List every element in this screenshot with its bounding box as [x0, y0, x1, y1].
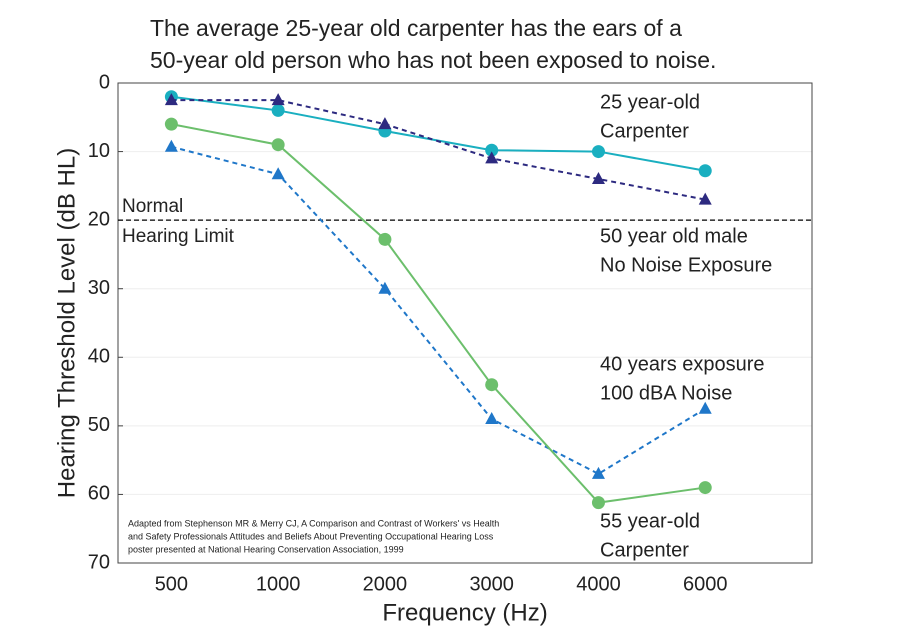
data-point	[164, 139, 178, 152]
reference-label: Hearing Limit	[122, 226, 235, 247]
data-point	[698, 401, 712, 414]
data-point	[485, 412, 499, 424]
x-tick-label: 4000	[576, 573, 621, 595]
x-tick-label: 1000	[256, 573, 301, 595]
y-tick-label: 30	[88, 277, 110, 299]
series-label: 40 years exposure	[600, 353, 765, 375]
data-point	[485, 143, 499, 157]
x-axis-label: Frequency (Hz)	[382, 599, 547, 626]
x-tick-label: 2000	[363, 573, 408, 595]
data-point	[378, 232, 392, 246]
data-point	[164, 117, 178, 131]
data-point	[485, 378, 499, 392]
data-point	[698, 164, 712, 178]
series-line	[171, 123, 706, 504]
data-point	[378, 281, 392, 294]
data-point	[591, 172, 605, 184]
x-tick-label: 500	[155, 573, 188, 595]
chart-title: The average 25-year old carpenter has th…	[150, 15, 682, 41]
note: poster presented at National Hearing Con…	[128, 544, 404, 554]
series-label: 25 year-old	[600, 91, 700, 113]
x-tick-label: 6000	[683, 573, 728, 595]
y-axis-label: Hearing Threshold Level (dB HL)	[53, 148, 80, 498]
data-point	[485, 151, 499, 164]
note: Adapted from Stephenson MR & Merry CJ, A…	[128, 518, 499, 528]
y-tick-label: 0	[99, 71, 110, 93]
series-line	[171, 99, 706, 201]
reference-label: Normal	[122, 196, 183, 217]
data-point	[271, 103, 285, 117]
data-point	[378, 117, 392, 130]
data-point	[698, 481, 712, 495]
data-point	[271, 167, 285, 180]
y-tick-label: 40	[88, 346, 110, 368]
x-tick-label: 3000	[469, 573, 514, 595]
series-line	[171, 145, 706, 476]
series-label: Carpenter	[600, 120, 689, 142]
data-point	[271, 93, 285, 106]
series-label: No Noise Exposure	[600, 254, 772, 276]
plot-frame	[117, 82, 813, 564]
y-tick-label: 60	[88, 483, 110, 505]
data-point	[591, 145, 605, 159]
series-label: 50 year old male	[600, 225, 748, 247]
series-label: 100 dBA Noise	[600, 382, 732, 404]
chart-title: 50-year old person who has not been expo…	[150, 47, 716, 73]
data-point	[591, 466, 605, 479]
y-tick-label: 70	[88, 551, 110, 573]
data-point	[164, 93, 178, 106]
y-tick-label: 10	[88, 140, 110, 162]
y-tick-label: 50	[88, 414, 110, 436]
data-point	[591, 496, 605, 510]
data-point	[271, 138, 285, 152]
y-tick-label: 20	[88, 208, 110, 230]
series-label: Carpenter	[600, 539, 689, 561]
series-label: 55 year-old	[600, 510, 700, 532]
note: and Safety Professionals Attitudes and B…	[128, 531, 494, 541]
data-point	[698, 192, 712, 205]
